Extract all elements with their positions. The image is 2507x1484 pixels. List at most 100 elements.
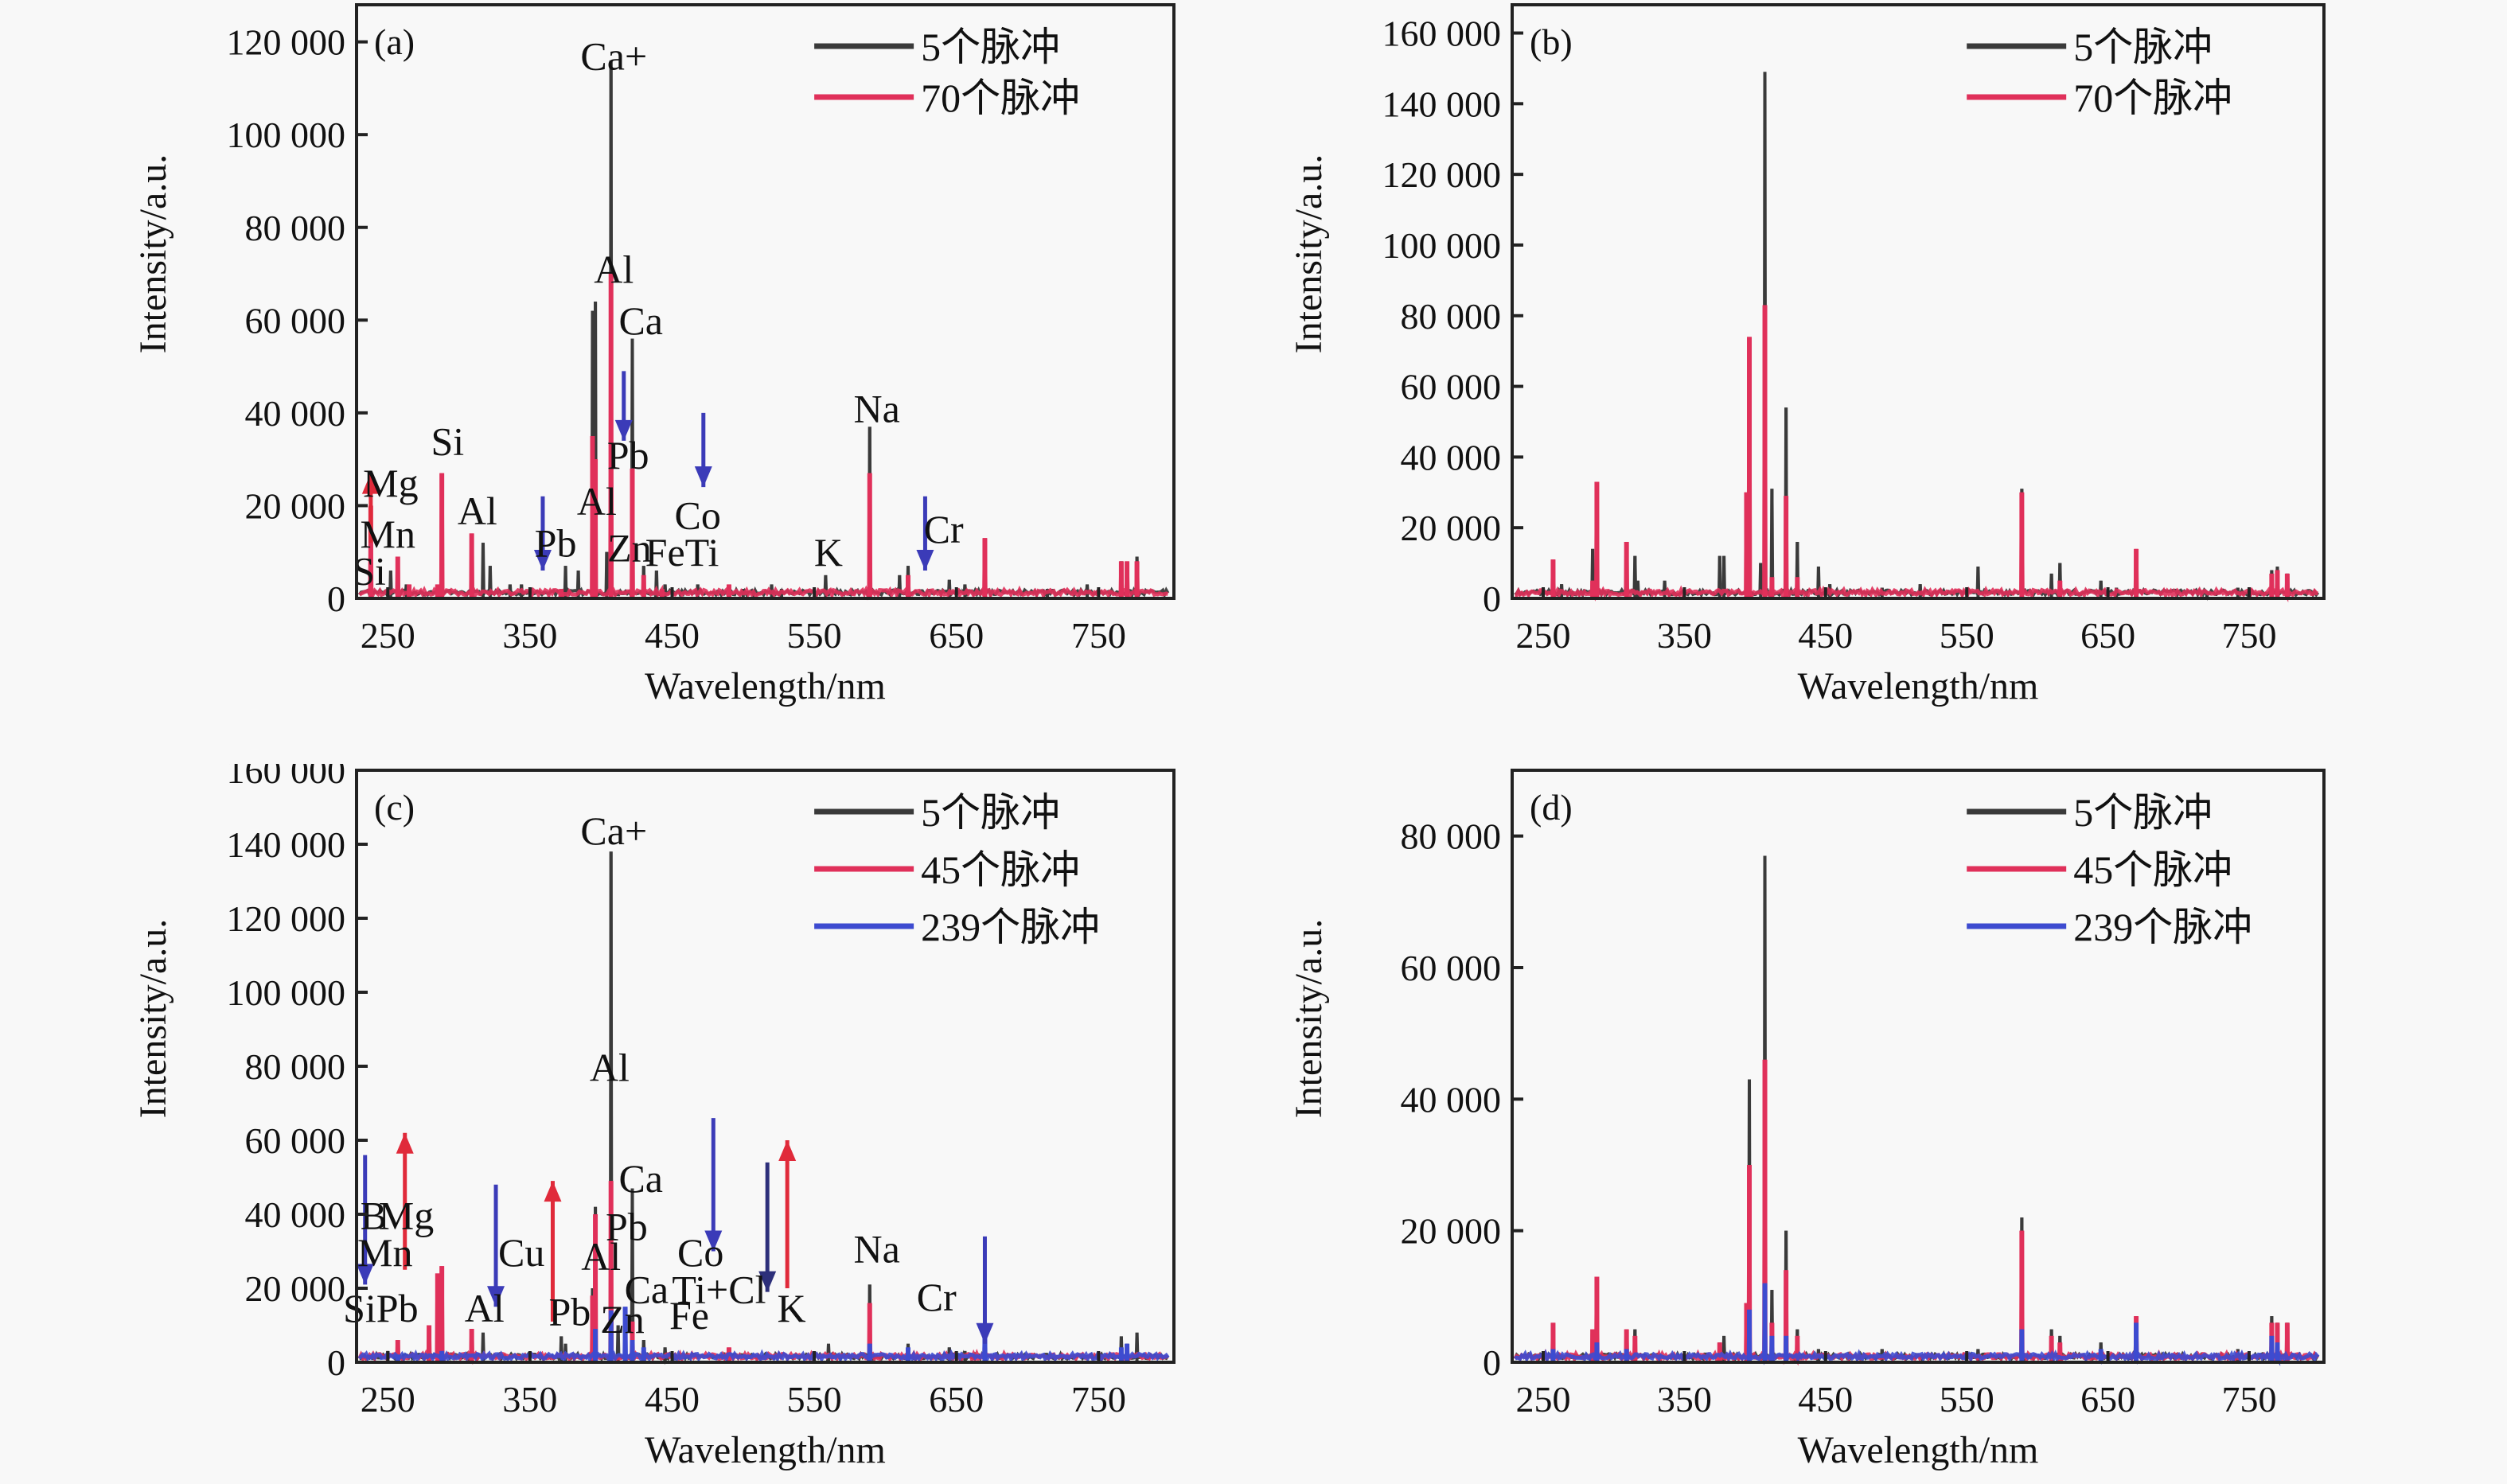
- x-tick-label: 550: [1940, 1379, 1994, 1420]
- element-label: Al: [577, 479, 617, 524]
- element-label: Na: [854, 387, 900, 431]
- x-tick-label: 450: [1798, 1379, 1853, 1420]
- y-axis-title: Intensity/a.u.: [132, 919, 174, 1119]
- legend-label: 5个脉冲: [2073, 790, 2213, 835]
- legend: 5个脉冲 70个脉冲: [1967, 25, 2232, 120]
- series-line-2: [1515, 305, 2318, 602]
- element-label: Cr: [924, 507, 964, 551]
- x-tick-label: 650: [2080, 615, 2135, 656]
- x-axis-title: Wavelength/nm: [645, 1429, 886, 1471]
- annotation-arrow-down: [704, 1118, 723, 1252]
- plot-area: [1512, 770, 2324, 1362]
- element-label: Fe: [669, 1293, 709, 1338]
- element-label: Si: [353, 549, 386, 594]
- series-group: [1513, 855, 2320, 1366]
- x-tick-label: 250: [361, 1379, 415, 1420]
- x-tick-label: 350: [502, 1379, 557, 1420]
- y-tick-label: 60 000: [1401, 367, 1502, 407]
- y-tick-label: 40 000: [245, 1194, 346, 1235]
- y-tick-label: 80 000: [1401, 816, 1502, 857]
- y-tick-label: 80 000: [245, 208, 346, 248]
- element-label: Na: [854, 1226, 900, 1271]
- x-tick-label: 750: [2221, 1379, 2276, 1420]
- series-group: [357, 60, 1170, 601]
- y-tick-label: 160 000: [1382, 14, 1502, 54]
- chart-panel-d: 0 20 000 40 000 60 000 80 000 250 350 450 550 650…: [1162, 764, 2404, 1480]
- x-tick-label: 650: [2080, 1379, 2135, 1420]
- y-tick-label: 100 000: [227, 972, 346, 1013]
- y-tick-label: 140 000: [1382, 84, 1502, 124]
- x-tick-label: 750: [1071, 615, 1126, 656]
- element-label: Cr: [917, 1275, 957, 1319]
- chart-panel-a: Ca+ Al Ca Pb Si Mg Al Mn Si Pb Al Zn Co FeTi K Na Cr 0 20 …: [0, 0, 1242, 716]
- y-tick-label: 0: [327, 578, 345, 619]
- y-tick-label: 140 000: [227, 824, 346, 865]
- x-tick-label: 350: [1657, 1379, 1712, 1420]
- legend-label: 5个脉冲: [921, 790, 1060, 835]
- series-line-3: [357, 1307, 1170, 1364]
- x-tick-label: 250: [361, 615, 415, 656]
- element-label: Al: [458, 489, 497, 533]
- legend-label: 239个脉冲: [2073, 905, 2252, 949]
- y-tick-label: 60 000: [1401, 948, 1502, 988]
- series-group: [1514, 72, 2320, 602]
- element-label: Ca: [618, 1156, 663, 1201]
- legend-label: 5个脉冲: [2073, 25, 2213, 69]
- element-label: Mn: [357, 1230, 412, 1275]
- x-axis-title: Wavelength/nm: [1798, 1429, 2039, 1471]
- element-label: Ca: [618, 298, 663, 343]
- legend-label: 70个脉冲: [921, 76, 1080, 120]
- y-tick-label: 80 000: [245, 1046, 346, 1087]
- annotation-arrow-down: [976, 1236, 994, 1344]
- panel-label: (c): [374, 787, 415, 828]
- element-label: Ti+Cl: [672, 1268, 766, 1312]
- y-tick-label: 160 000: [227, 764, 346, 791]
- chart-panel-b: 0 20 000 40 000 60 000 80 000 100 000 120 000 1…: [1162, 0, 2404, 716]
- annotation-arrow-down: [916, 496, 934, 571]
- legend-label: 70个脉冲: [2073, 76, 2232, 120]
- element-label: SiPb: [343, 1286, 419, 1330]
- x-tick-label: 450: [645, 615, 700, 656]
- element-label: Ca: [625, 1268, 669, 1312]
- element-label: Cu: [498, 1230, 544, 1275]
- plot-frame: [355, 3, 1176, 600]
- annotation-arrow-down: [614, 371, 633, 441]
- y-tick-label: 0: [1483, 578, 1501, 619]
- y-tick-label: 40 000: [1401, 1079, 1502, 1120]
- annotation-arrow-down: [758, 1162, 777, 1292]
- panel-label: (d): [1530, 787, 1573, 828]
- y-tick-label: 20 000: [1401, 508, 1502, 548]
- y-axis-title: Intensity/a.u.: [1288, 154, 1330, 354]
- panel-label: (b): [1530, 21, 1573, 62]
- x-tick-label: 350: [1657, 615, 1712, 656]
- y-tick-label: 0: [1483, 1342, 1501, 1383]
- plot-frame: [1511, 769, 2326, 1364]
- element-label: Pb: [607, 433, 649, 477]
- legend: 5个脉冲 70个脉冲: [814, 25, 1080, 120]
- y-tick-label: 0: [327, 1342, 345, 1383]
- x-tick-label: 250: [1516, 1379, 1571, 1420]
- element-label: Pb: [535, 521, 577, 566]
- element-label: Al: [594, 247, 634, 292]
- element-label: Co: [677, 1230, 723, 1275]
- element-label: Al: [590, 1046, 630, 1090]
- x-tick-label: 550: [1940, 615, 1994, 656]
- annotation-arrow-up: [778, 1140, 797, 1288]
- legend: 5个脉冲 45个脉冲 239个脉冲: [814, 790, 1100, 949]
- y-tick-label: 20 000: [1401, 1211, 1502, 1252]
- chart-svg-b: 0 20 000 40 000 60 000 80 000 100 000 120 000 1…: [1288, 3, 2326, 707]
- y-axis-title: Intensity/a.u.: [132, 154, 174, 354]
- y-tick-label: 120 000: [227, 22, 346, 63]
- element-label: Mg: [379, 1194, 434, 1238]
- chart-panel-c: Ca+ Al Ca Pb B Mg Mn Cu Al Co Na SiPb Al Pb Zn Ca Ti+Cl F…: [0, 750, 1242, 1480]
- element-label: Mg: [363, 461, 418, 505]
- panel-label: (a): [374, 21, 415, 62]
- x-tick-label: 650: [929, 615, 984, 656]
- y-tick-label: 60 000: [245, 1120, 346, 1161]
- y-tick-label: 120 000: [1382, 154, 1502, 195]
- y-tick-label: 60 000: [245, 300, 346, 341]
- element-label: Co: [674, 493, 720, 538]
- element-label: Al: [465, 1286, 505, 1330]
